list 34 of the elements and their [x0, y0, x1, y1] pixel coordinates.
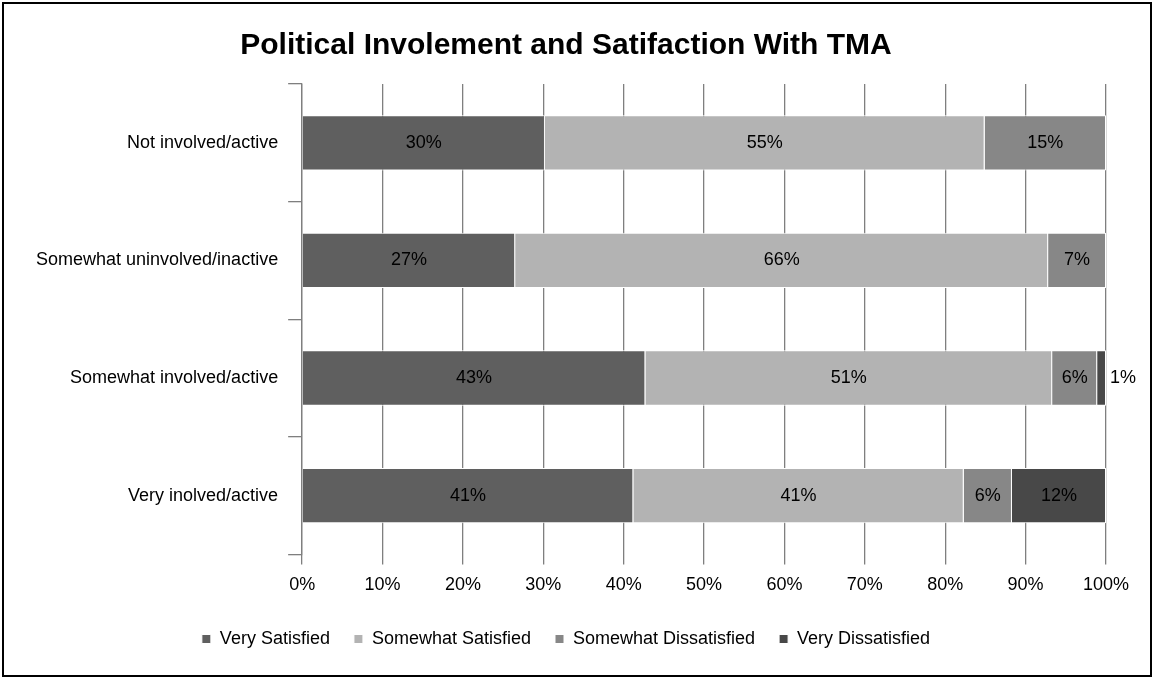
y-tick-label: Somewhat involved/active	[70, 366, 279, 387]
y-tick-label: Not involved/active	[127, 131, 279, 152]
data-label: 30%	[405, 131, 442, 152]
data-label: 27%	[390, 249, 427, 270]
y-tick-label: Somewhat uninvolved/inactive	[36, 249, 279, 270]
legend-label: Somewhat Satisfied	[371, 627, 532, 648]
data-label: 12%	[1040, 484, 1077, 505]
x-tick-label: 20%	[444, 574, 481, 595]
x-tick-label: 10%	[364, 574, 401, 595]
data-label: 15%	[1027, 131, 1064, 152]
y-tick-label: Very inolved/active	[128, 484, 279, 505]
data-label: 41%	[780, 484, 817, 505]
data-label: 7%	[1064, 249, 1091, 270]
x-tick-label: 50%	[686, 574, 723, 595]
chart-title: Political Involement and Satifaction With TMA	[240, 27, 892, 61]
data-label: 41%	[450, 484, 487, 505]
legend-label: Very Satisfied	[219, 627, 330, 648]
x-tick-label: 100%	[1082, 574, 1130, 595]
x-tick-label: 40%	[605, 574, 642, 595]
x-tick-label: 0%	[289, 574, 316, 595]
data-label: 51%	[830, 366, 867, 387]
x-tick-label: 80%	[927, 574, 964, 595]
x-tick-label: 70%	[846, 574, 883, 595]
x-tick-label: 60%	[766, 574, 803, 595]
legend-label: Somewhat Dissatisfied	[573, 627, 756, 648]
data-label: 6%	[1061, 366, 1088, 387]
data-label: 66%	[763, 249, 800, 270]
x-tick-label: 90%	[1007, 574, 1044, 595]
data-label: 6%	[974, 484, 1001, 505]
legend-label: Very Dissatisfied	[797, 627, 931, 648]
data-label: 1%	[1110, 366, 1137, 387]
data-label: 55%	[746, 131, 783, 152]
data-label: 43%	[456, 366, 493, 387]
x-tick-label: 30%	[525, 574, 562, 595]
